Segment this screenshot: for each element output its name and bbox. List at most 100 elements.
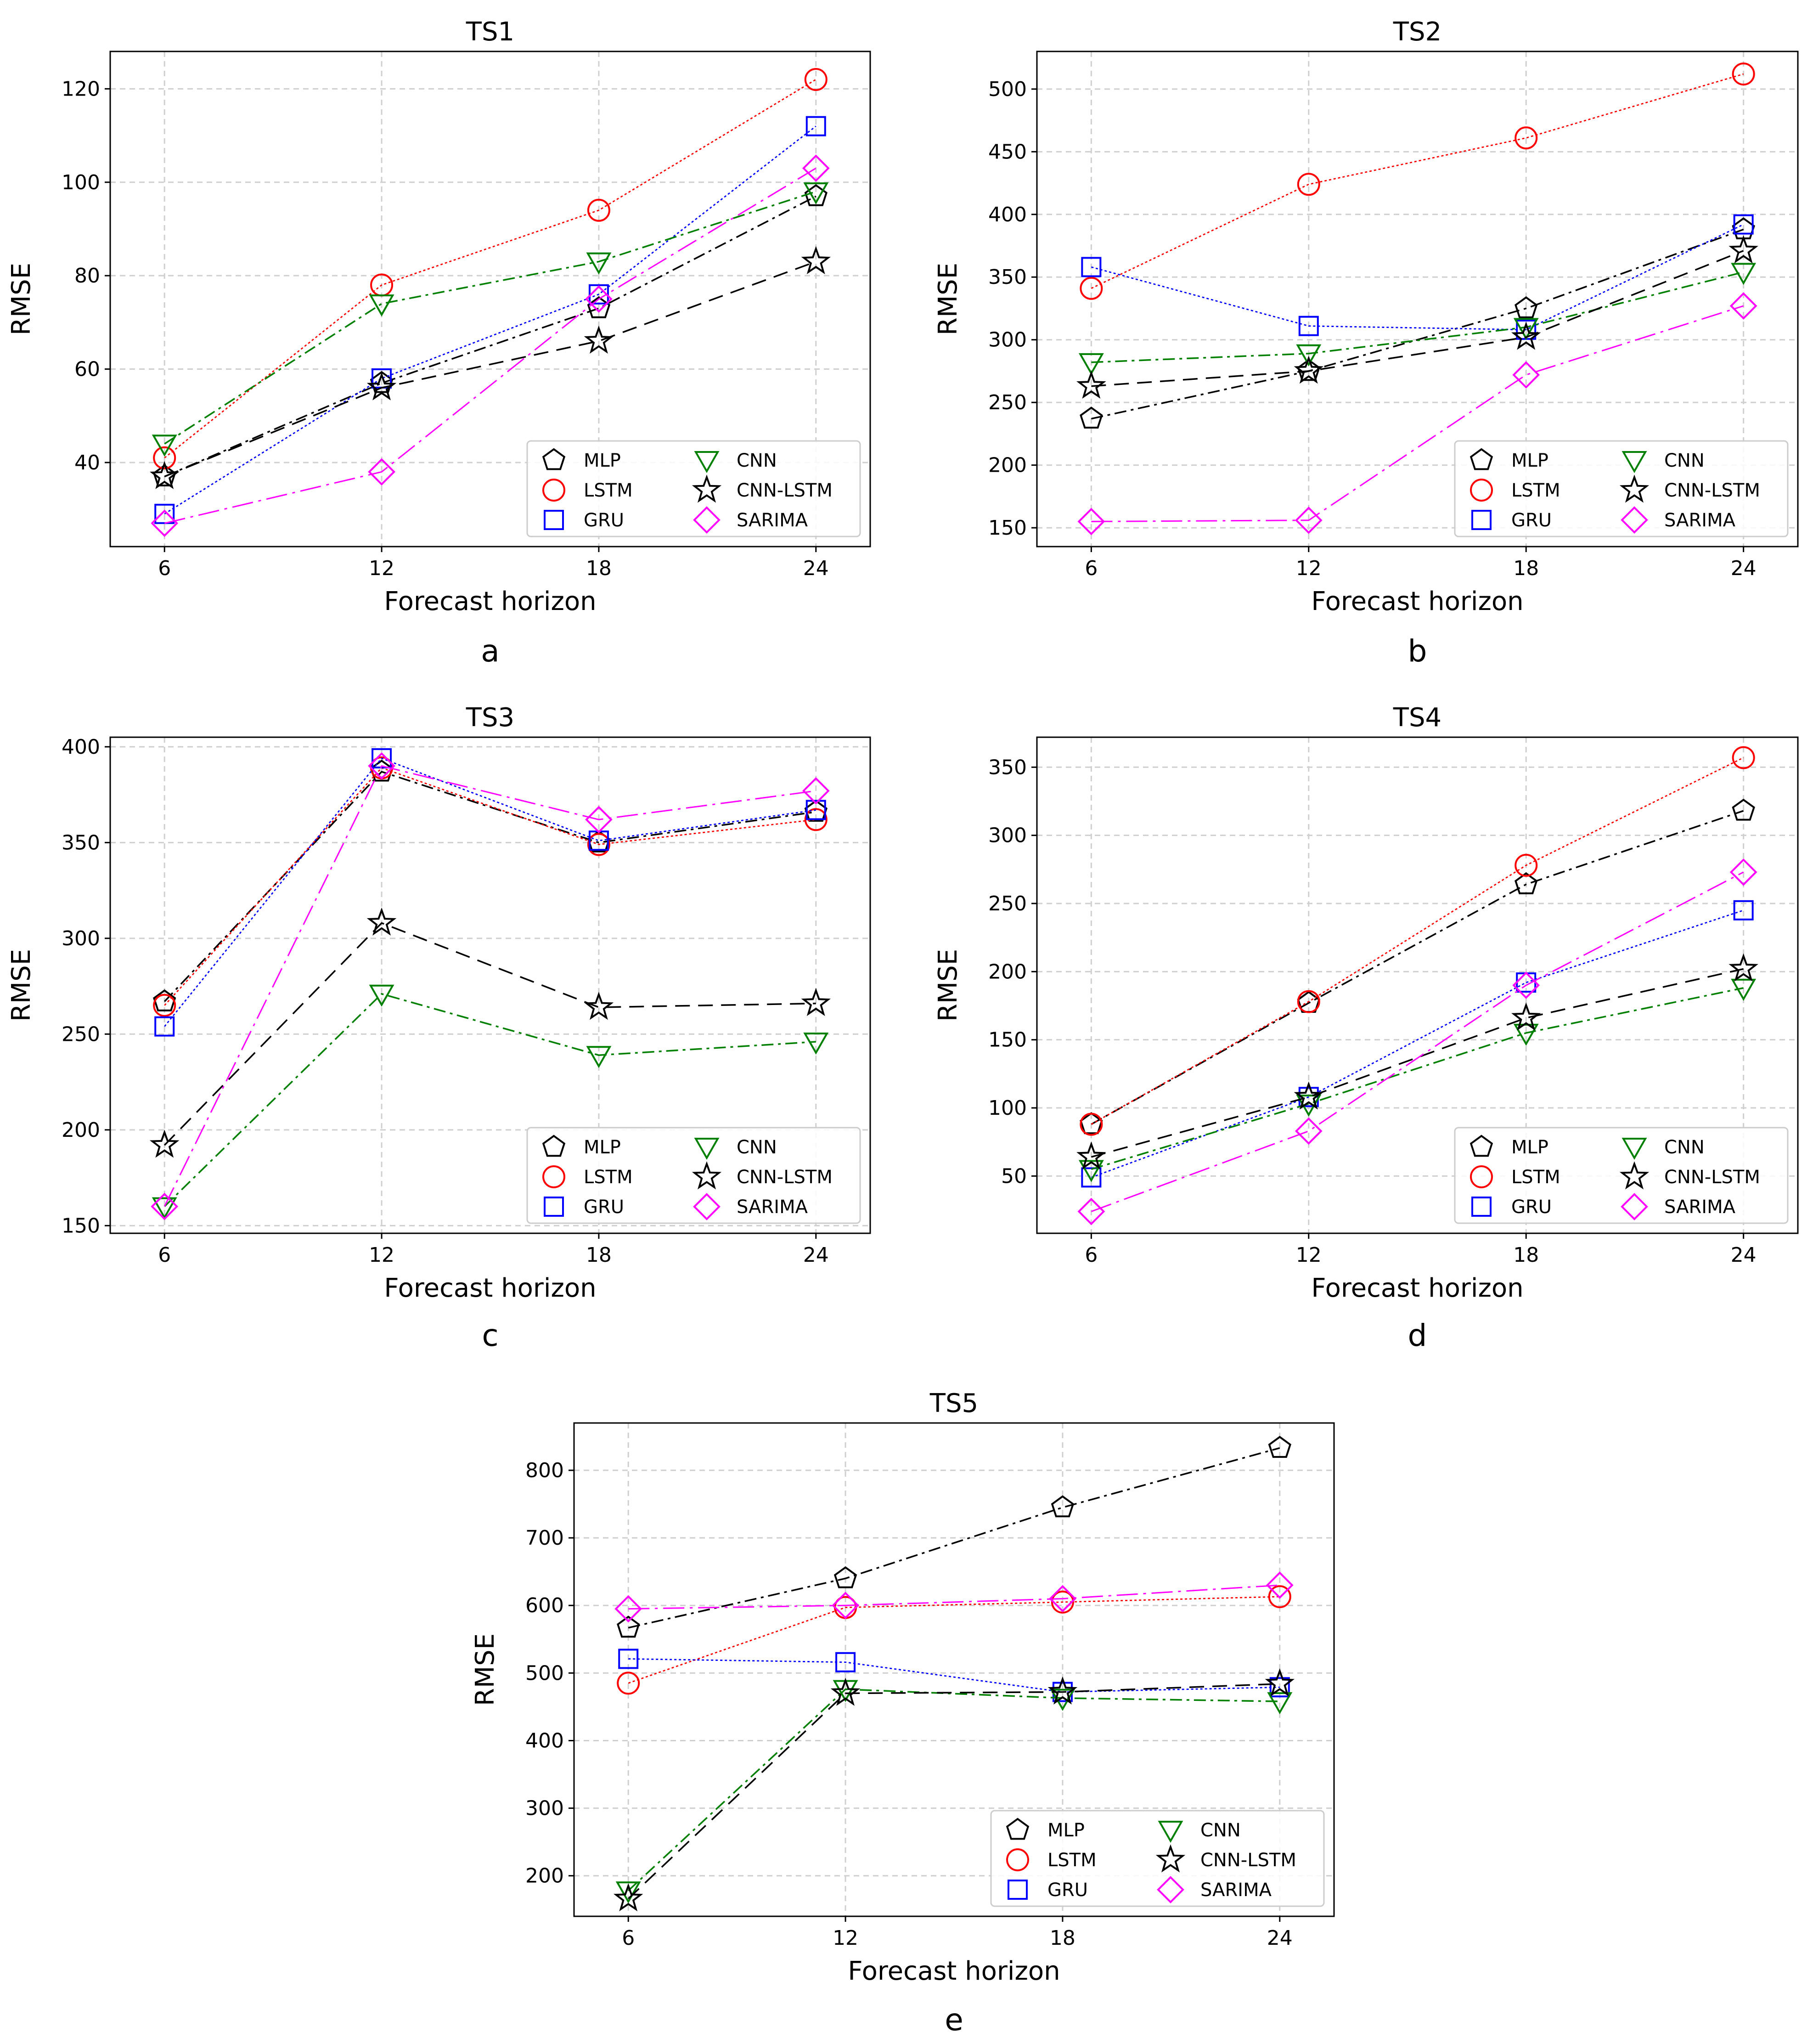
point-lstm-h24 [804,808,828,831]
line-lstm [164,79,816,458]
panel-letter: d [1408,1318,1427,1353]
legend-label: SARIMA [737,1197,808,1218]
point-lstm-h18 [1515,126,1538,150]
series-gru [618,1649,1290,1702]
legend-label: GRU [584,1197,624,1218]
legend: MLP LSTM GRU CNN CNN-LSTM SARIMA [1454,1127,1789,1224]
point-cnn-h18 [1050,1688,1075,1711]
y-axis-label: RMSE [6,949,36,1022]
legend-marker-gru [1471,1197,1492,1217]
series-mlp [153,759,828,1011]
point-mlp-h24 [1268,1435,1291,1458]
point-lstm-h6 [153,994,176,1017]
x-tick-label: 6 [622,1926,635,1950]
point-cnn-lstm-h12 [830,1677,861,1706]
y-tick-label: 500 [525,1661,564,1685]
series-sarima [151,752,830,1220]
point-mlp-h6 [617,1615,640,1638]
legend: MLP LSTM GRU CNN CNN-LSTM SARIMA [526,1127,861,1224]
point-lstm-h18 [587,833,610,856]
legend-marker-lstm [1006,1848,1029,1871]
series-gru [1081,214,1754,340]
legend-item-lstm: LSTM [542,1165,633,1188]
point-gru-h24 [1269,1677,1290,1698]
x-tick-label: 18 [1050,1926,1075,1950]
y-tick-label: 300 [525,1797,564,1820]
legend-item-cnn-lstm: CNN-LSTM [1619,1161,1760,1190]
y-axis-label: RMSE [933,263,963,335]
legend-marker-lstm [542,1165,565,1188]
point-sarima-h12 [368,752,395,780]
legend-item-gru: GRU [1471,510,1552,531]
point-cnn-lstm-h6 [149,1129,180,1158]
point-sarima-h18 [585,806,613,834]
series-cnn [152,984,829,1220]
point-cnn-h24 [1267,1692,1293,1715]
line-cnn-lstm [1091,250,1744,387]
y-tick-label: 60 [74,358,100,381]
point-cnn-h6 [152,1197,177,1220]
point-gru-h18 [588,284,609,305]
point-mlp-h24 [1732,798,1755,821]
point-sarima-h12 [832,1592,859,1620]
point-sarima-h18 [1512,971,1540,999]
legend-marker-lstm [1470,479,1493,502]
point-sarima-h18 [1049,1585,1076,1613]
line-mlp [628,1447,1280,1629]
point-cnn-h18 [586,252,612,275]
point-sarima-h24 [1266,1571,1294,1599]
point-gru-h6 [1081,1167,1102,1188]
x-tick-label: 6 [158,557,171,580]
point-cnn-lstm-h6 [1076,1141,1106,1170]
x-axis-label: Forecast horizon [848,1956,1060,1986]
y-tick-label: 200 [525,1864,564,1888]
series-mlp [617,1435,1291,1638]
y-tick-label: 350 [988,265,1027,289]
legend-marker-cnn [694,451,720,474]
legend-item-cnn: CNN [1622,1137,1705,1160]
legend-marker-sarima [1621,1193,1648,1220]
series-cnn [615,1680,1293,1904]
legend-label: MLP [1047,1820,1085,1841]
plot-frame [109,736,871,1234]
point-gru-h24 [1733,214,1754,235]
point-cnn-h12 [1296,344,1322,367]
legend-label: SARIMA [1664,1197,1736,1218]
legend-box [1454,1127,1789,1224]
line-cnn [628,1688,1280,1892]
point-sarima-h24 [802,154,830,182]
legend-label: GRU [1511,510,1552,531]
x-tick-label: 18 [1513,1243,1539,1267]
y-tick-label: 120 [62,77,100,101]
line-mlp [1091,228,1744,420]
point-mlp-h18 [1515,872,1538,894]
legend-marker-sarima [1157,1876,1184,1903]
point-lstm-h6 [1080,277,1103,300]
line-sarima [163,765,816,1207]
point-cnn-h6 [615,1881,641,1904]
legend-marker-cnn [694,1138,720,1160]
legend-marker-gru [1008,1880,1028,1900]
series-cnn [152,182,829,457]
legend-label: CNN [1200,1820,1241,1841]
legend-label: SARIMA [1664,510,1736,531]
line-lstm [628,1596,1280,1684]
line-gru [164,757,816,1027]
y-tick-label: 150 [62,1214,100,1237]
x-tick-label: 24 [1731,1243,1757,1267]
point-cnn-h6 [1078,1160,1104,1182]
series-cnn-lstm [1076,953,1758,1170]
legend-item-lstm: LSTM [1006,1848,1097,1871]
line-gru [164,125,816,514]
x-tick-label: 18 [1513,557,1539,580]
point-cnn-lstm-h24 [801,246,831,275]
panel-title: TS5 [929,1389,978,1418]
legend-item-sarima: SARIMA [1621,506,1736,534]
series-lstm [1080,62,1755,300]
point-cnn-h24 [803,182,829,205]
legend-marker-cnn-lstm [1155,1844,1186,1873]
point-mlp-h6 [1080,407,1103,429]
x-axis-label: Forecast horizon [1311,587,1523,616]
legend-label: MLP [1511,1137,1548,1158]
point-gru-h24 [805,800,826,820]
